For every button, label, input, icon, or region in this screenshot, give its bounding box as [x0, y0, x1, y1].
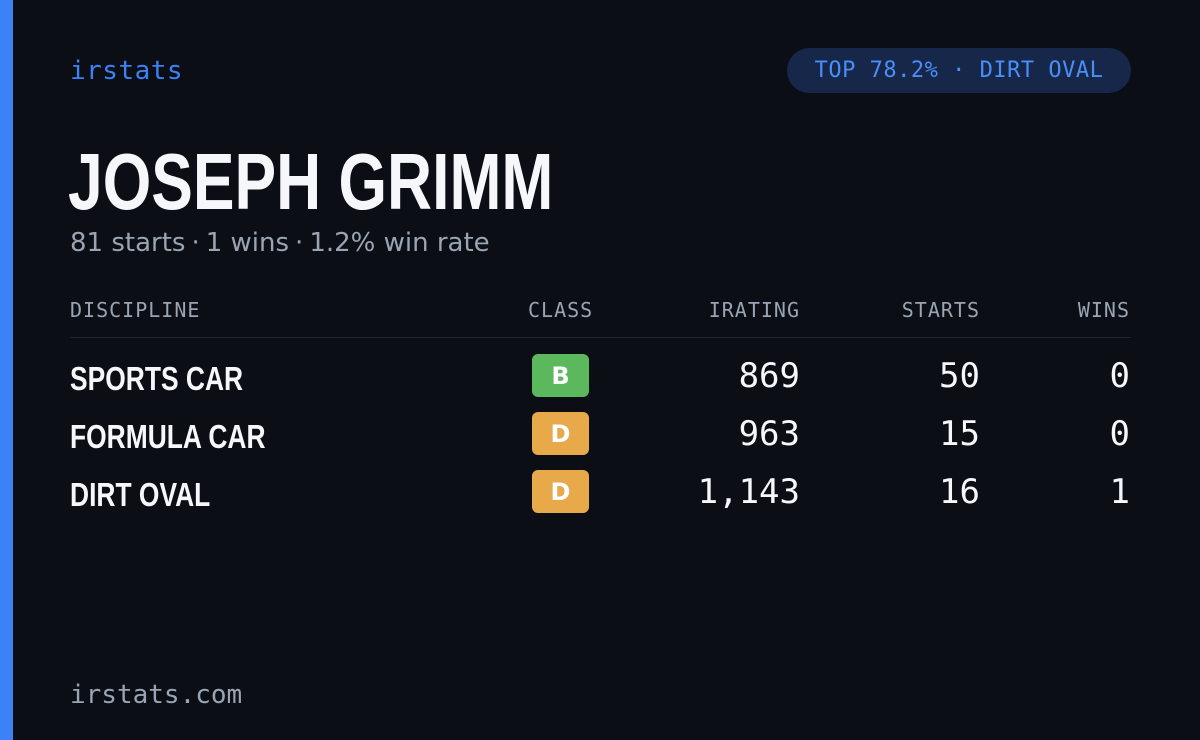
wins-value: 1 — [1109, 472, 1130, 512]
wins-value: 0 — [1109, 414, 1130, 454]
summary-separator: · — [191, 228, 200, 258]
starts-value: 15 — [939, 414, 980, 454]
rank-badge: TOP 78.2% · DIRT OVAL — [787, 48, 1131, 93]
starts-value: 50 — [939, 356, 980, 396]
irating-value: 869 — [738, 356, 800, 396]
accent-bar — [0, 0, 13, 740]
discipline-name: SPORTS CAR — [70, 360, 244, 397]
table-row: DIRT OVAL D 1,143 16 1 — [70, 468, 1131, 526]
license-class-badge: D — [532, 412, 589, 455]
driver-name: JOSEPH GRIMM — [68, 137, 554, 226]
header-starts: STARTS — [901, 298, 980, 322]
table-row: FORMULA CAR D 963 15 0 — [70, 410, 1131, 468]
starts-value: 16 — [939, 472, 980, 512]
license-class-badge: D — [532, 470, 589, 513]
stats-table-header: DISCIPLINE CLASS IRATING STARTS WINS — [70, 298, 1131, 338]
header-discipline: DISCIPLINE — [70, 298, 201, 322]
table-row: SPORTS CAR B 869 50 0 — [70, 352, 1131, 410]
wins-count: 1 wins — [205, 228, 290, 258]
header-wins: WINS — [1077, 298, 1130, 322]
win-rate: 1.2% win rate — [309, 228, 490, 258]
starts-count: 81 starts — [70, 228, 186, 258]
header-irating: IRATING — [708, 298, 800, 322]
footer-url: irstats.com — [70, 680, 243, 710]
summary-separator: · — [295, 228, 304, 258]
discipline-name: DIRT OVAL — [70, 476, 211, 513]
driver-summary: 81 starts · 1 wins · 1.2% win rate — [70, 228, 490, 258]
header-class: CLASS — [528, 298, 594, 322]
irating-value: 1,143 — [697, 472, 800, 512]
wins-value: 0 — [1109, 356, 1130, 396]
brand-logo-link[interactable]: irstats — [70, 56, 184, 86]
irating-value: 963 — [738, 414, 800, 454]
license-class-badge: B — [532, 354, 589, 397]
discipline-name: FORMULA CAR — [70, 418, 266, 455]
